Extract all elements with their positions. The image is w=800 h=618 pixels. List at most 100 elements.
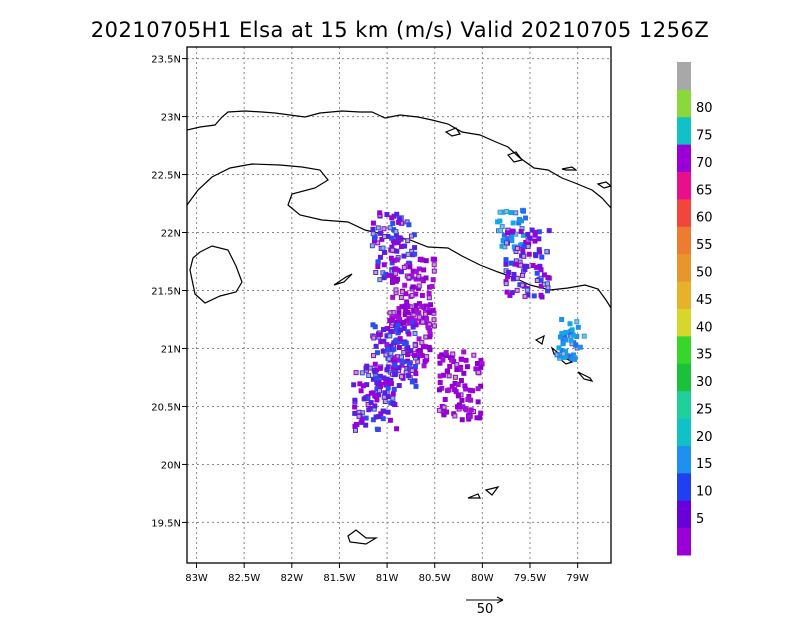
wind-cell <box>421 363 427 369</box>
grid <box>187 47 611 563</box>
wind-cell <box>401 319 407 325</box>
wind-barb-mark <box>519 263 523 267</box>
wind-cell <box>425 307 431 313</box>
wind-cell <box>443 350 449 356</box>
wind-barb-mark <box>406 239 410 243</box>
wind-barb-mark <box>367 373 371 377</box>
wind-barb-mark <box>374 271 378 275</box>
wind-cell <box>538 277 544 283</box>
wind-cell <box>430 277 436 283</box>
wind-cell <box>389 235 395 241</box>
wind-cell <box>544 288 550 294</box>
wind-barb-mark <box>520 273 524 277</box>
wind-cell <box>520 246 526 252</box>
wind-cell <box>439 408 445 414</box>
wind-cell <box>518 229 524 235</box>
wind-barb-mark <box>406 252 410 256</box>
wind-cell <box>411 308 417 314</box>
wind-barb-mark <box>542 282 546 286</box>
colorbar-label: 45 <box>696 293 713 308</box>
y-tick-label: 23.5N <box>151 55 181 66</box>
wind-cell <box>474 415 480 421</box>
wind-cell <box>510 228 516 234</box>
wind-cell <box>390 391 396 397</box>
wind-barb-mark <box>354 371 358 375</box>
wind-barb-mark <box>381 271 385 275</box>
wind-barb-mark <box>432 263 436 267</box>
wind-cell <box>503 261 509 267</box>
wind-cell <box>461 349 467 355</box>
wind-cell <box>377 210 383 216</box>
wind-cell <box>407 264 413 270</box>
wind-cell <box>391 359 397 365</box>
wind-cell <box>521 244 527 250</box>
wind-cell <box>459 417 465 423</box>
wind-barb-mark <box>504 269 508 273</box>
wind-cell <box>397 235 403 241</box>
wind-cell <box>422 344 428 350</box>
wind-cell <box>546 275 552 281</box>
wind-cell <box>423 258 429 264</box>
wind-cell <box>396 315 402 321</box>
wind-cell <box>382 390 388 396</box>
x-tick-label: 80.5W <box>419 573 451 584</box>
wind-cell <box>370 226 376 232</box>
wind-barb-mark <box>523 294 527 298</box>
wind-barb-mark <box>514 249 518 253</box>
wind-cell <box>474 361 480 367</box>
wind-cell <box>368 390 374 396</box>
wind-barb-mark <box>405 220 409 224</box>
wind-cell <box>399 362 405 368</box>
wind-barb-mark <box>522 254 526 258</box>
colorbar-segment <box>677 198 691 227</box>
wind-cell <box>410 320 416 326</box>
wind-cell <box>352 410 358 416</box>
wind-barb-mark <box>394 291 398 295</box>
wind-cell <box>509 290 515 296</box>
wind-cell <box>463 386 469 392</box>
wind-cell <box>358 388 364 394</box>
wind-barb-mark <box>515 288 519 292</box>
wind-cell <box>364 382 370 388</box>
wind-barb-mark <box>453 414 457 418</box>
wind-cell <box>363 365 369 371</box>
wind-cell <box>575 324 581 330</box>
wind-cell <box>380 348 386 354</box>
wind-cell <box>396 310 402 316</box>
wind-cell <box>410 268 416 274</box>
wind-cell <box>410 284 416 290</box>
wind-barb-mark <box>390 324 394 328</box>
wind-cell <box>357 381 363 387</box>
wind-barb-mark <box>432 318 436 322</box>
colorbar-segment <box>677 363 691 392</box>
wind-cell <box>526 251 532 257</box>
wind-cell <box>388 255 394 261</box>
wind-barb-mark <box>382 395 386 399</box>
wind-cell <box>507 292 513 298</box>
wind-cell <box>499 243 505 249</box>
colorbar-segment <box>677 116 691 145</box>
wind-barb-mark <box>500 225 504 229</box>
wind-cell <box>444 409 450 415</box>
wind-cell <box>377 373 383 379</box>
wind-cell <box>468 397 474 403</box>
wind-cell <box>384 347 390 353</box>
wind-cell <box>412 366 418 372</box>
colorbar-segment <box>677 62 691 90</box>
wind-barb-mark <box>353 428 357 432</box>
colorbar-label: 5 <box>696 512 704 527</box>
wind-barb-mark <box>575 320 579 324</box>
wind-cell <box>381 262 387 268</box>
wind-cell <box>372 403 378 409</box>
wind-field <box>351 207 587 433</box>
wind-cell <box>449 357 455 363</box>
wind-barb-mark <box>546 286 550 290</box>
wind-cell <box>510 220 516 226</box>
wind-cell <box>441 411 447 417</box>
wind-cell <box>391 355 397 361</box>
wind-barb-mark <box>504 282 508 286</box>
wind-cell <box>428 302 434 308</box>
wind-barb-mark <box>370 244 374 248</box>
wind-cell <box>396 345 402 351</box>
wind-cell <box>536 247 542 253</box>
